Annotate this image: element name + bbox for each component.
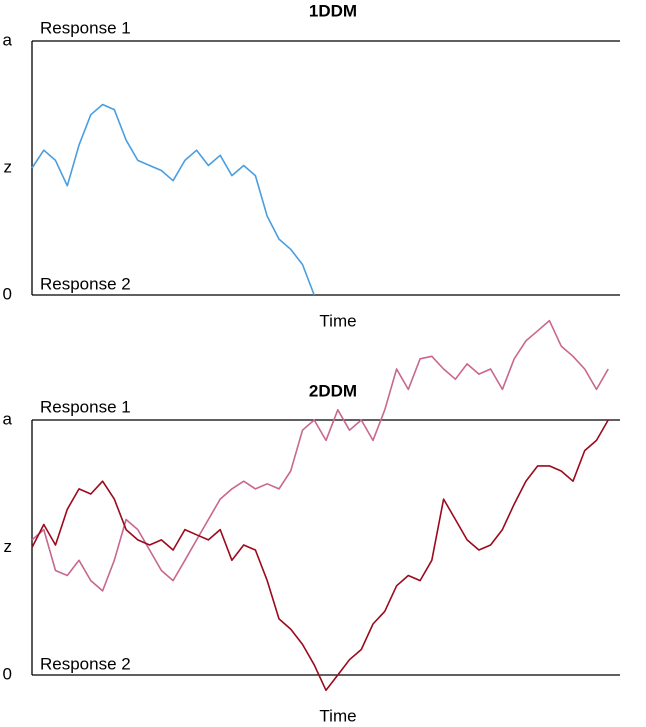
y-tick-label: a <box>3 30 13 49</box>
chart-title: 2DDM <box>309 381 357 400</box>
annotation: Response 1 <box>40 397 131 416</box>
y-tick-label: 0 <box>3 284 12 303</box>
series-line <box>31 319 609 592</box>
annotation: Response 2 <box>40 654 131 673</box>
y-tick-label: z <box>4 537 13 556</box>
annotation: Response 2 <box>40 274 131 293</box>
x-axis-label: Time <box>319 706 356 725</box>
annotation: Response 1 <box>40 18 131 37</box>
series-line <box>31 419 609 692</box>
chart-title: 1DDM <box>309 1 357 20</box>
y-tick-label: a <box>3 409 13 428</box>
x-axis-label: Time <box>319 311 356 330</box>
series-line <box>31 103 315 296</box>
y-tick-label: 0 <box>3 664 12 683</box>
y-tick-label: z <box>4 157 13 176</box>
